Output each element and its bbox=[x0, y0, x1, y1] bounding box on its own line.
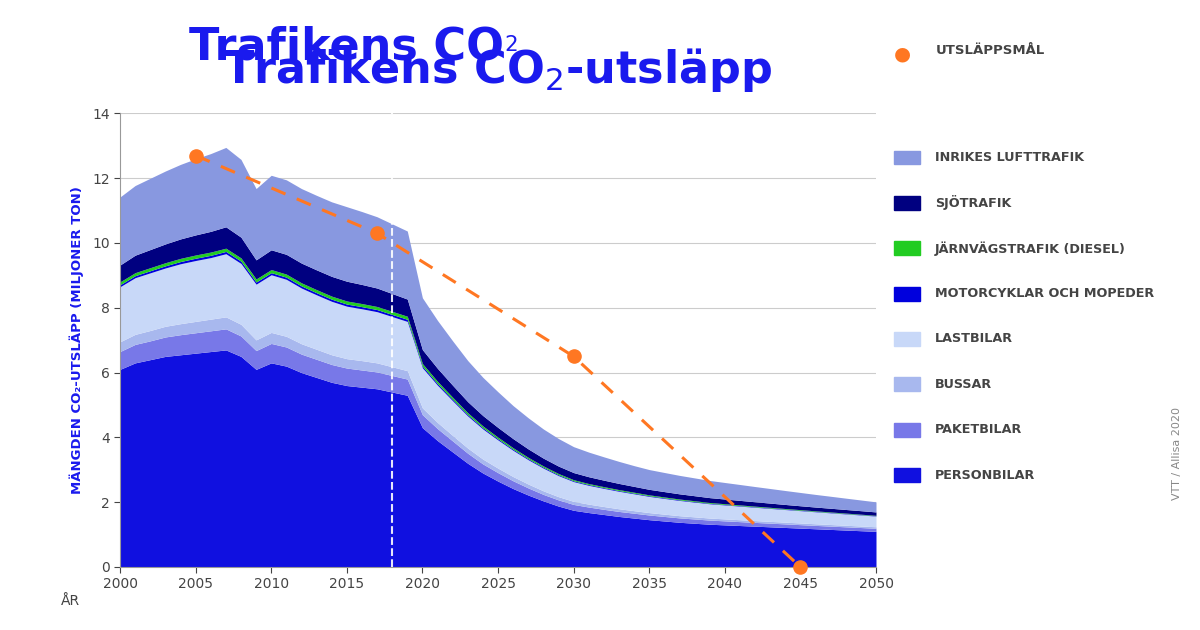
Text: PAKETBILAR: PAKETBILAR bbox=[935, 423, 1022, 436]
Text: Trafikens CO: Trafikens CO bbox=[190, 25, 504, 68]
Text: JÄRNVÄGSTRAFIK (DIESEL): JÄRNVÄGSTRAFIK (DIESEL) bbox=[935, 241, 1126, 256]
Text: SJÖTRAFIK: SJÖTRAFIK bbox=[935, 195, 1012, 210]
Text: INRIKES LUFTTRAFIK: INRIKES LUFTTRAFIK bbox=[935, 151, 1084, 164]
Text: VTT / Allisa 2020: VTT / Allisa 2020 bbox=[1172, 407, 1182, 500]
Point bbox=[791, 562, 810, 572]
Text: ●: ● bbox=[894, 44, 911, 63]
Point bbox=[367, 228, 386, 238]
Point bbox=[564, 352, 583, 362]
Text: UTSLÄPPSMÅL: UTSLÄPPSMÅL bbox=[936, 44, 1045, 57]
Text: BUSSAR: BUSSAR bbox=[935, 378, 992, 391]
Text: ÅR: ÅR bbox=[61, 594, 80, 608]
Text: MOTORCYKLAR OCH MOPEDER: MOTORCYKLAR OCH MOPEDER bbox=[935, 287, 1154, 300]
Text: $_2$: $_2$ bbox=[504, 25, 517, 54]
Point bbox=[186, 151, 205, 161]
Text: LASTBILAR: LASTBILAR bbox=[935, 333, 1013, 345]
Text: PERSONBILAR: PERSONBILAR bbox=[935, 469, 1036, 481]
Y-axis label: MÄNGDEN CO₂-UTSLÄPP (MILJONER TON): MÄNGDEN CO₂-UTSLÄPP (MILJONER TON) bbox=[70, 186, 84, 494]
Title: Trafikens CO$_2$-utsläpp: Trafikens CO$_2$-utsläpp bbox=[223, 46, 773, 94]
